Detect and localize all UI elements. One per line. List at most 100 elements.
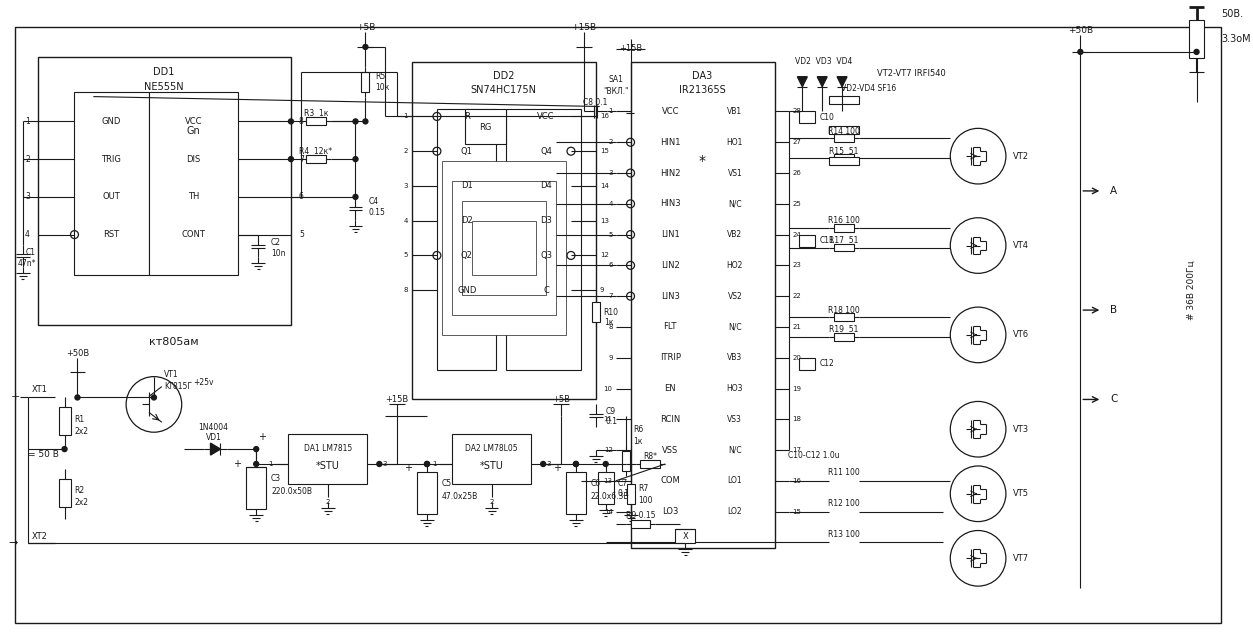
Text: "ВКЛ.": "ВКЛ." bbox=[603, 87, 629, 96]
Text: →: → bbox=[9, 539, 18, 548]
Circle shape bbox=[353, 119, 358, 124]
Circle shape bbox=[63, 447, 66, 451]
Text: HO1: HO1 bbox=[727, 138, 743, 147]
Text: +5B: +5B bbox=[553, 395, 570, 404]
Text: 17: 17 bbox=[792, 447, 802, 453]
Text: R3  1к: R3 1к bbox=[303, 109, 328, 118]
Text: VS1: VS1 bbox=[728, 169, 742, 178]
Text: 11: 11 bbox=[604, 416, 613, 422]
Text: DD1: DD1 bbox=[153, 67, 174, 77]
Text: XT1: XT1 bbox=[31, 385, 48, 394]
Text: C10: C10 bbox=[819, 113, 834, 122]
Text: VD2  VD3  VD4: VD2 VD3 VD4 bbox=[796, 57, 853, 66]
Text: R5: R5 bbox=[376, 72, 386, 82]
Text: 1: 1 bbox=[432, 461, 437, 467]
Text: +25v: +25v bbox=[194, 378, 214, 387]
Text: CONT: CONT bbox=[182, 230, 205, 239]
Circle shape bbox=[353, 157, 358, 162]
Text: GND: GND bbox=[101, 117, 120, 126]
Bar bbox=[59, 479, 70, 507]
Text: *STU: *STU bbox=[316, 461, 340, 471]
Text: VT2: VT2 bbox=[1012, 152, 1029, 160]
Polygon shape bbox=[211, 443, 221, 455]
Text: 19: 19 bbox=[792, 386, 802, 392]
Text: VT7: VT7 bbox=[1012, 554, 1029, 563]
Text: VT3: VT3 bbox=[1012, 425, 1029, 434]
Text: VD1: VD1 bbox=[205, 433, 222, 442]
Text: R10: R10 bbox=[604, 308, 619, 317]
Text: 1N4004: 1N4004 bbox=[198, 422, 228, 432]
Bar bbox=[59, 408, 70, 435]
Text: R19  51: R19 51 bbox=[829, 325, 858, 334]
Text: +15B: +15B bbox=[619, 44, 643, 53]
Text: HO2: HO2 bbox=[727, 261, 743, 270]
Text: 8: 8 bbox=[608, 324, 613, 330]
Text: C4: C4 bbox=[368, 197, 378, 206]
Bar bbox=[640, 460, 660, 468]
Text: C7: C7 bbox=[618, 480, 628, 489]
Bar bbox=[630, 519, 650, 528]
Text: KT815Г: KT815Г bbox=[164, 382, 192, 391]
Text: +50B: +50B bbox=[66, 349, 89, 358]
Polygon shape bbox=[797, 77, 807, 87]
Text: R15  51: R15 51 bbox=[829, 147, 858, 156]
Text: 6: 6 bbox=[608, 263, 613, 268]
Bar bbox=[675, 528, 695, 543]
Text: +15B: +15B bbox=[386, 395, 408, 404]
Bar bbox=[1189, 20, 1204, 58]
Text: N/C: N/C bbox=[728, 199, 742, 208]
Bar bbox=[829, 126, 860, 134]
Text: VT4: VT4 bbox=[1012, 241, 1029, 250]
Text: C: C bbox=[544, 286, 549, 295]
Bar bbox=[829, 96, 860, 103]
Text: LIN2: LIN2 bbox=[660, 261, 679, 270]
Text: HIN3: HIN3 bbox=[660, 199, 680, 208]
Bar bbox=[417, 472, 437, 514]
Text: RCIN: RCIN bbox=[660, 415, 680, 424]
Text: R6: R6 bbox=[634, 425, 644, 434]
Polygon shape bbox=[837, 77, 847, 87]
Text: 4: 4 bbox=[25, 230, 30, 239]
Bar bbox=[834, 134, 855, 143]
Text: A: A bbox=[1110, 186, 1118, 196]
Circle shape bbox=[353, 195, 358, 200]
Text: 6: 6 bbox=[299, 193, 303, 202]
Text: 8: 8 bbox=[299, 117, 303, 126]
Text: R17  51: R17 51 bbox=[829, 236, 858, 245]
Text: 22.0x6.3B: 22.0x6.3B bbox=[591, 492, 629, 501]
Text: Q1: Q1 bbox=[461, 147, 472, 156]
Bar bbox=[630, 62, 774, 548]
Text: 21: 21 bbox=[792, 324, 801, 330]
Text: 10к: 10к bbox=[376, 83, 390, 92]
Bar bbox=[452, 181, 556, 315]
Text: LIN3: LIN3 bbox=[660, 291, 679, 300]
Text: +15B: +15B bbox=[571, 22, 596, 31]
Text: +5B: +5B bbox=[356, 22, 375, 31]
Text: 4: 4 bbox=[403, 218, 408, 223]
Text: VS2: VS2 bbox=[728, 291, 742, 300]
Bar bbox=[834, 154, 855, 162]
Text: VT5: VT5 bbox=[1012, 489, 1029, 498]
Bar bbox=[834, 243, 855, 252]
Text: C1: C1 bbox=[26, 248, 36, 257]
Circle shape bbox=[75, 395, 80, 400]
Text: R7: R7 bbox=[639, 484, 649, 493]
Text: D3: D3 bbox=[540, 216, 553, 225]
Text: R4  12к*: R4 12к* bbox=[299, 147, 332, 156]
Text: 1к: 1к bbox=[604, 318, 613, 327]
Text: *: * bbox=[698, 154, 705, 168]
Text: 1: 1 bbox=[25, 117, 30, 126]
Text: 10: 10 bbox=[604, 386, 613, 392]
Text: HO3: HO3 bbox=[727, 384, 743, 393]
Text: 5: 5 bbox=[608, 232, 613, 238]
Text: NE555N: NE555N bbox=[144, 82, 184, 92]
Bar bbox=[38, 57, 291, 325]
Text: Q3: Q3 bbox=[540, 251, 553, 260]
Circle shape bbox=[1078, 49, 1083, 55]
Bar bbox=[74, 92, 149, 275]
Bar bbox=[626, 484, 634, 504]
Text: 8: 8 bbox=[403, 287, 408, 293]
Text: 13: 13 bbox=[600, 218, 609, 223]
Circle shape bbox=[363, 44, 368, 49]
Bar bbox=[247, 467, 266, 508]
